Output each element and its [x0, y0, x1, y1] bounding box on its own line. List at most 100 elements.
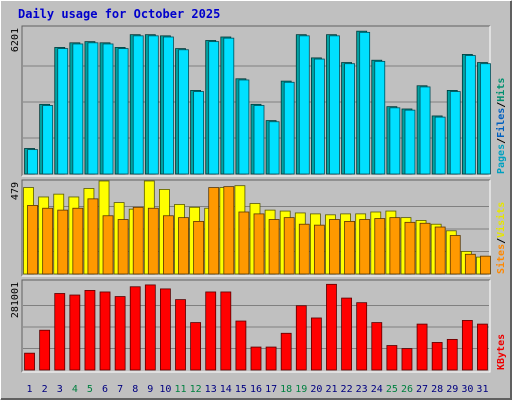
legend-visits: Sites/Visits	[495, 202, 507, 274]
panel-border-light	[22, 180, 491, 277]
x-tick-label: 8	[132, 384, 138, 395]
bar-kbytes	[84, 290, 96, 371]
bar-pages	[208, 41, 220, 175]
x-tick-label: 27	[416, 384, 428, 395]
bar-pages	[389, 107, 401, 175]
bar-sites	[480, 255, 491, 275]
x-tick-label: 24	[371, 384, 383, 395]
bar-kbytes	[356, 302, 368, 371]
x-tick-label: 11	[174, 384, 186, 395]
bar-sites	[102, 215, 114, 275]
bar-sites	[178, 217, 189, 275]
legend-separator: /	[496, 138, 507, 144]
bar-sites	[117, 219, 129, 275]
x-tick-label: 25	[386, 384, 398, 395]
legend-item: Visits	[495, 202, 507, 238]
bar-kbytes	[446, 338, 458, 371]
bar-sites	[132, 206, 144, 275]
x-tick-label: 19	[295, 384, 307, 395]
x-tick-label: 14	[220, 384, 232, 395]
bar-pages	[434, 116, 446, 175]
bar-pages	[238, 79, 250, 175]
bar-kbytes	[220, 291, 232, 371]
bar-sites	[374, 218, 386, 275]
bar-pages	[132, 35, 144, 175]
legend-item: Files	[495, 108, 507, 138]
bar-pages	[283, 81, 295, 175]
chart-title: Daily usage for October 2025	[18, 7, 220, 21]
legend-item: Hits	[495, 78, 507, 102]
bar-sites	[42, 207, 54, 275]
bar-kbytes	[175, 299, 186, 371]
bar-pages	[313, 58, 325, 175]
panel-border-dark	[21, 25, 490, 176]
bar-kbytes	[129, 286, 141, 371]
x-tick-label: 18	[280, 384, 292, 395]
bar-kbytes	[371, 322, 383, 371]
legend-separator: /	[496, 238, 507, 244]
y-axis-max-label: 6201	[10, 28, 21, 52]
bar-pages	[480, 63, 491, 175]
bar-sites	[147, 207, 159, 275]
bar-pages	[419, 86, 431, 175]
x-tick-label: 21	[325, 384, 337, 395]
bar-sites	[434, 226, 446, 275]
bar-pages	[72, 43, 84, 175]
x-tick-label: 7	[117, 384, 123, 395]
bar-kbytes	[265, 346, 277, 371]
bar-pages	[178, 49, 189, 175]
panel-kbytes: 281001 KBytes	[10, 279, 507, 373]
x-tick-label: 31	[476, 384, 488, 395]
bar-sites	[87, 198, 99, 275]
bar-kbytes	[99, 291, 111, 371]
bar-kbytes	[416, 323, 428, 371]
bar-pages	[117, 48, 129, 175]
legend-item: Pages	[496, 144, 507, 174]
legend-separator: /	[496, 102, 507, 108]
bar-kbytes	[250, 346, 262, 371]
bar-pages	[42, 105, 54, 175]
bar-kbytes	[431, 342, 443, 371]
bar-sites	[208, 187, 220, 275]
x-tick-label: 28	[431, 384, 443, 395]
x-tick-label: 26	[401, 384, 413, 395]
bar-pages	[87, 42, 99, 175]
x-axis-labels: 1 2 3 4 5 6 7 8 9 10 11 12 13 14 15 16 17 18 19 20 21 22 23 24 2…	[27, 384, 489, 395]
bar-pages	[102, 43, 114, 175]
x-tick-label: 6	[102, 384, 108, 395]
bar-kbytes	[310, 317, 322, 371]
bar-sites	[313, 224, 325, 275]
bar-sites	[329, 219, 340, 275]
legend-item: KBytes	[496, 334, 507, 370]
x-tick-label: 17	[265, 384, 277, 395]
legend-item: Sites	[495, 244, 507, 274]
panel-visits: 479 Sites/Visits	[10, 179, 507, 277]
panel-border-light	[22, 280, 491, 373]
x-tick-label: 12	[190, 384, 202, 395]
bar-kbytes	[190, 322, 202, 371]
bar-kbytes	[326, 283, 337, 371]
x-tick-label: 29	[446, 384, 458, 395]
bar-sites	[238, 211, 250, 275]
chart-panels: 6201Pages/Files/Hits479Sites/Visits28100…	[10, 25, 507, 373]
bar-sites	[57, 209, 69, 275]
bar-pages	[374, 60, 386, 175]
bar-kbytes	[341, 297, 352, 371]
bar-pages	[298, 35, 310, 175]
bar-pages	[193, 91, 205, 175]
bar-pages	[253, 105, 265, 175]
bar-kbytes	[295, 305, 307, 371]
bar-sites	[449, 235, 461, 275]
bar-pages	[163, 36, 174, 175]
panel-border-dark	[21, 179, 490, 276]
bar-sites	[268, 219, 280, 275]
x-tick-label: 22	[341, 384, 353, 395]
x-tick-label: 4	[72, 384, 78, 395]
bar-kbytes	[386, 345, 398, 371]
bar-kbytes	[69, 294, 81, 371]
bar-pages	[329, 35, 340, 175]
